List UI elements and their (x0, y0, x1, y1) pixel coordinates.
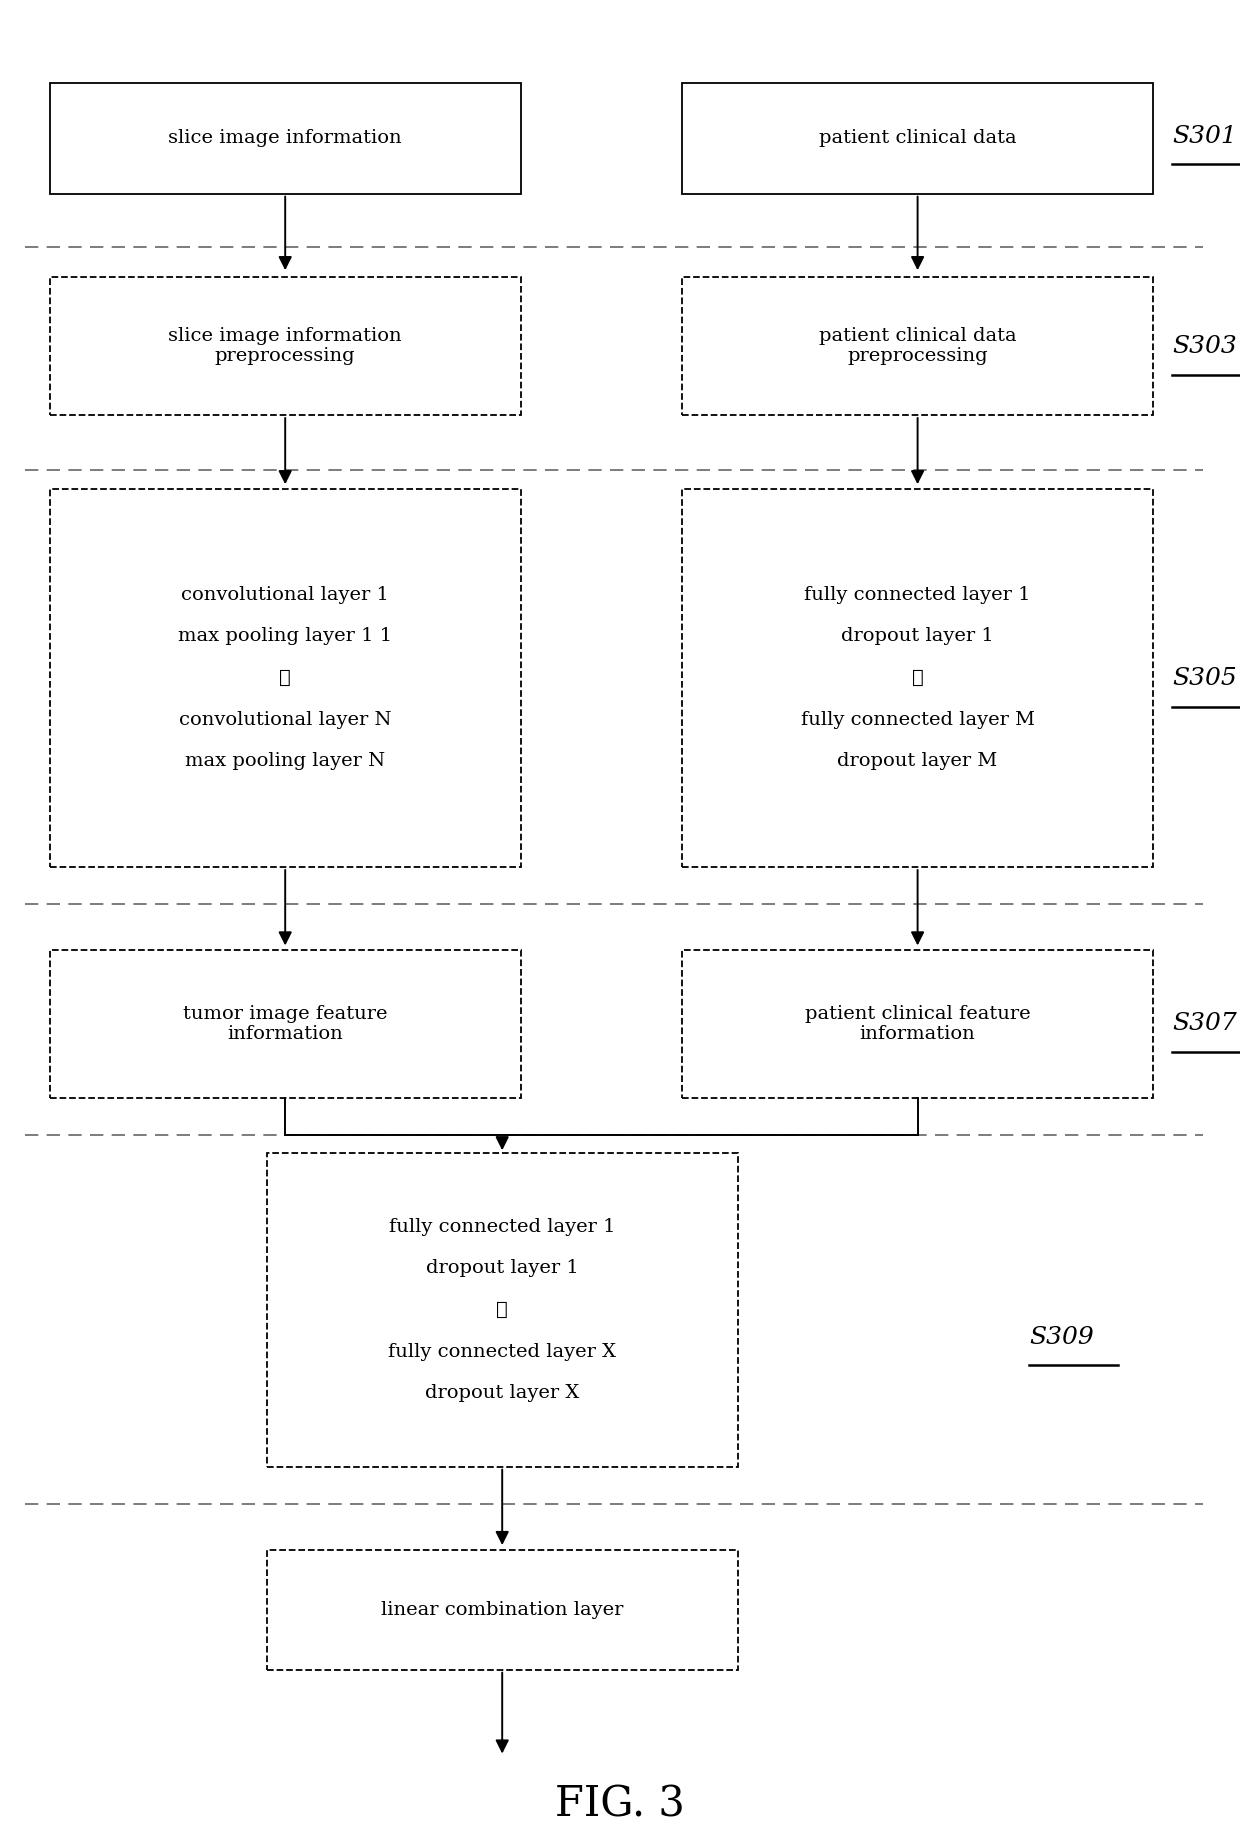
FancyBboxPatch shape (267, 1153, 738, 1467)
Text: patient clinical data
preprocessing: patient clinical data preprocessing (818, 327, 1017, 365)
FancyBboxPatch shape (50, 950, 521, 1098)
Text: fully connected layer 1

dropout layer 1

⋮

fully connected layer M

dropout la: fully connected layer 1 dropout layer 1 … (801, 587, 1034, 769)
FancyBboxPatch shape (267, 1550, 738, 1670)
Text: S303: S303 (1172, 336, 1236, 358)
Text: fully connected layer 1

dropout layer 1

⋮

fully connected layer X

dropout la: fully connected layer 1 dropout layer 1 … (388, 1218, 616, 1402)
Text: S309: S309 (1029, 1327, 1094, 1349)
Text: patient clinical data: patient clinical data (818, 129, 1017, 148)
Text: convolutional layer 1

max pooling layer 1 1

⋮

convolutional layer N

max pool: convolutional layer 1 max pooling layer … (179, 587, 392, 769)
FancyBboxPatch shape (50, 83, 521, 194)
Text: tumor image feature
information: tumor image feature information (184, 1004, 387, 1044)
Text: slice image information: slice image information (169, 129, 402, 148)
Text: FIG. 3: FIG. 3 (556, 1784, 684, 1825)
FancyBboxPatch shape (682, 83, 1153, 194)
Text: patient clinical feature
information: patient clinical feature information (805, 1004, 1030, 1044)
FancyBboxPatch shape (682, 950, 1153, 1098)
Text: linear combination layer: linear combination layer (381, 1601, 624, 1618)
Text: slice image information
preprocessing: slice image information preprocessing (169, 327, 402, 365)
Text: S305: S305 (1172, 668, 1236, 690)
FancyBboxPatch shape (682, 277, 1153, 415)
FancyBboxPatch shape (50, 489, 521, 867)
FancyBboxPatch shape (50, 277, 521, 415)
Text: S307: S307 (1172, 1013, 1236, 1035)
Text: S301: S301 (1172, 125, 1236, 148)
FancyBboxPatch shape (682, 489, 1153, 867)
